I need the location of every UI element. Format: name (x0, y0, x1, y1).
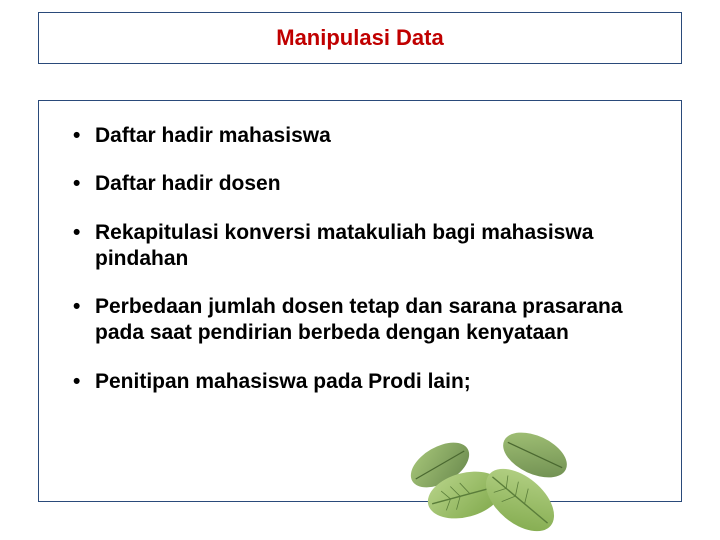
bullet-item: Daftar hadir dosen (67, 171, 653, 197)
bullet-item: Rekapitulasi konversi matakuliah bagi ma… (67, 220, 653, 273)
bullet-item: Daftar hadir mahasiswa (67, 123, 653, 149)
bullet-list: Daftar hadir mahasiswa Daftar hadir dose… (67, 123, 653, 395)
bullet-item: Perbedaan jumlah dosen tetap dan sarana … (67, 294, 653, 347)
bullet-item: Penitipan mahasiswa pada Prodi lain; (67, 369, 653, 395)
title-box: Manipulasi Data (38, 12, 682, 64)
content-box: Daftar hadir mahasiswa Daftar hadir dose… (38, 100, 682, 502)
slide-title: Manipulasi Data (276, 25, 443, 51)
